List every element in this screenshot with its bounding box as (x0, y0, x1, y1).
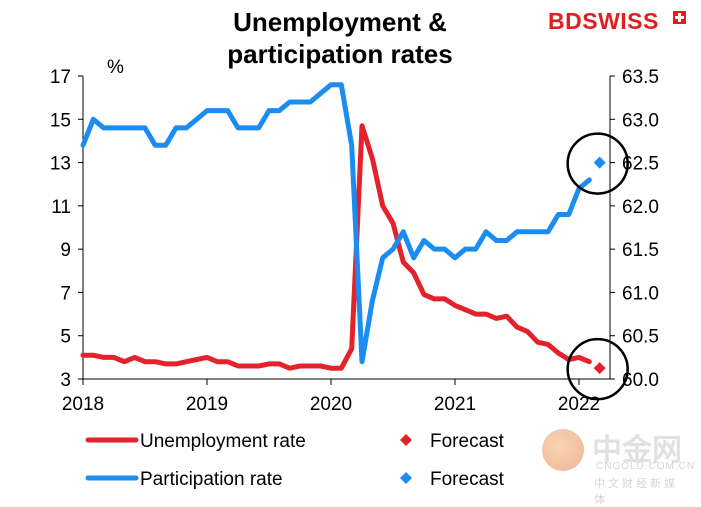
legend-label: Forecast (430, 469, 505, 490)
left-axis-tick-label: 17 (50, 67, 71, 88)
chart-title-line-1: Unemployment & (233, 7, 447, 37)
brand-logo-part-1: BD (548, 8, 583, 34)
legend-label: Participation rate (140, 469, 283, 490)
left-axis-tick-label: 11 (51, 197, 71, 218)
right-axis-tick-label: 63.5 (622, 67, 659, 88)
chart-title-line-2: participation rates (227, 39, 453, 69)
right-axis-tick-label: 62.0 (622, 197, 659, 218)
watermark-logo-icon (542, 429, 584, 471)
forecast-highlight-circle (566, 132, 629, 195)
unit-label: % (107, 57, 124, 78)
x-axis-tick-label: 2021 (434, 394, 476, 415)
right-axis-tick-label: 61.0 (622, 283, 659, 304)
right-axis-tick-label: 63.0 (622, 110, 659, 131)
watermark-url: CNGOLD.COM.CN (596, 461, 696, 472)
right-axis-tick-label: 62.5 (622, 154, 659, 175)
x-axis-tick-label: 2018 (62, 394, 104, 415)
brand-logo-part-2: SWISS (582, 8, 659, 34)
right-axis-tick-label: 61.5 (622, 240, 659, 261)
x-axis-tick-label: 2019 (186, 394, 228, 415)
left-axis-tick-label: 5 (60, 327, 71, 348)
left-axis-tick-label: 3 (60, 370, 71, 391)
right-axis-tick-label: 60.5 (622, 327, 659, 348)
unemployment-rate-line (80, 123, 592, 371)
left-axis-tick-label: 15 (50, 110, 71, 131)
forecast-highlight-circle (566, 337, 629, 401)
watermark-subtitle: 中文财经新媒体 (594, 477, 678, 506)
legend-marker-swatch (400, 434, 412, 446)
x-axis-tick-label: 2022 (558, 394, 600, 415)
swiss-cross-icon (673, 11, 686, 24)
left-axis-tick-label: 9 (60, 240, 71, 261)
legend-marker-swatch (400, 472, 412, 484)
participation-forecast-marker (593, 156, 606, 169)
watermark-name: 中金网 (592, 433, 682, 468)
chart-title: Unemployment & participation rates (150, 6, 530, 70)
participation-rate-line (80, 82, 592, 365)
watermark: 中金网 CNGOLD.COM.CN 中文财经新媒体 (540, 425, 694, 506)
left-axis-tick-label: 7 (60, 283, 71, 304)
left-axis-tick-label: 13 (50, 154, 71, 175)
unemployment-forecast-marker (593, 362, 606, 375)
legend-label: Forecast (430, 431, 505, 452)
brand-logo: BDSWISS (548, 8, 659, 35)
x-axis-tick-label: 2020 (310, 394, 352, 415)
right-axis-tick-label: 60.0 (622, 370, 659, 391)
legend-label: Unemployment rate (140, 431, 306, 452)
